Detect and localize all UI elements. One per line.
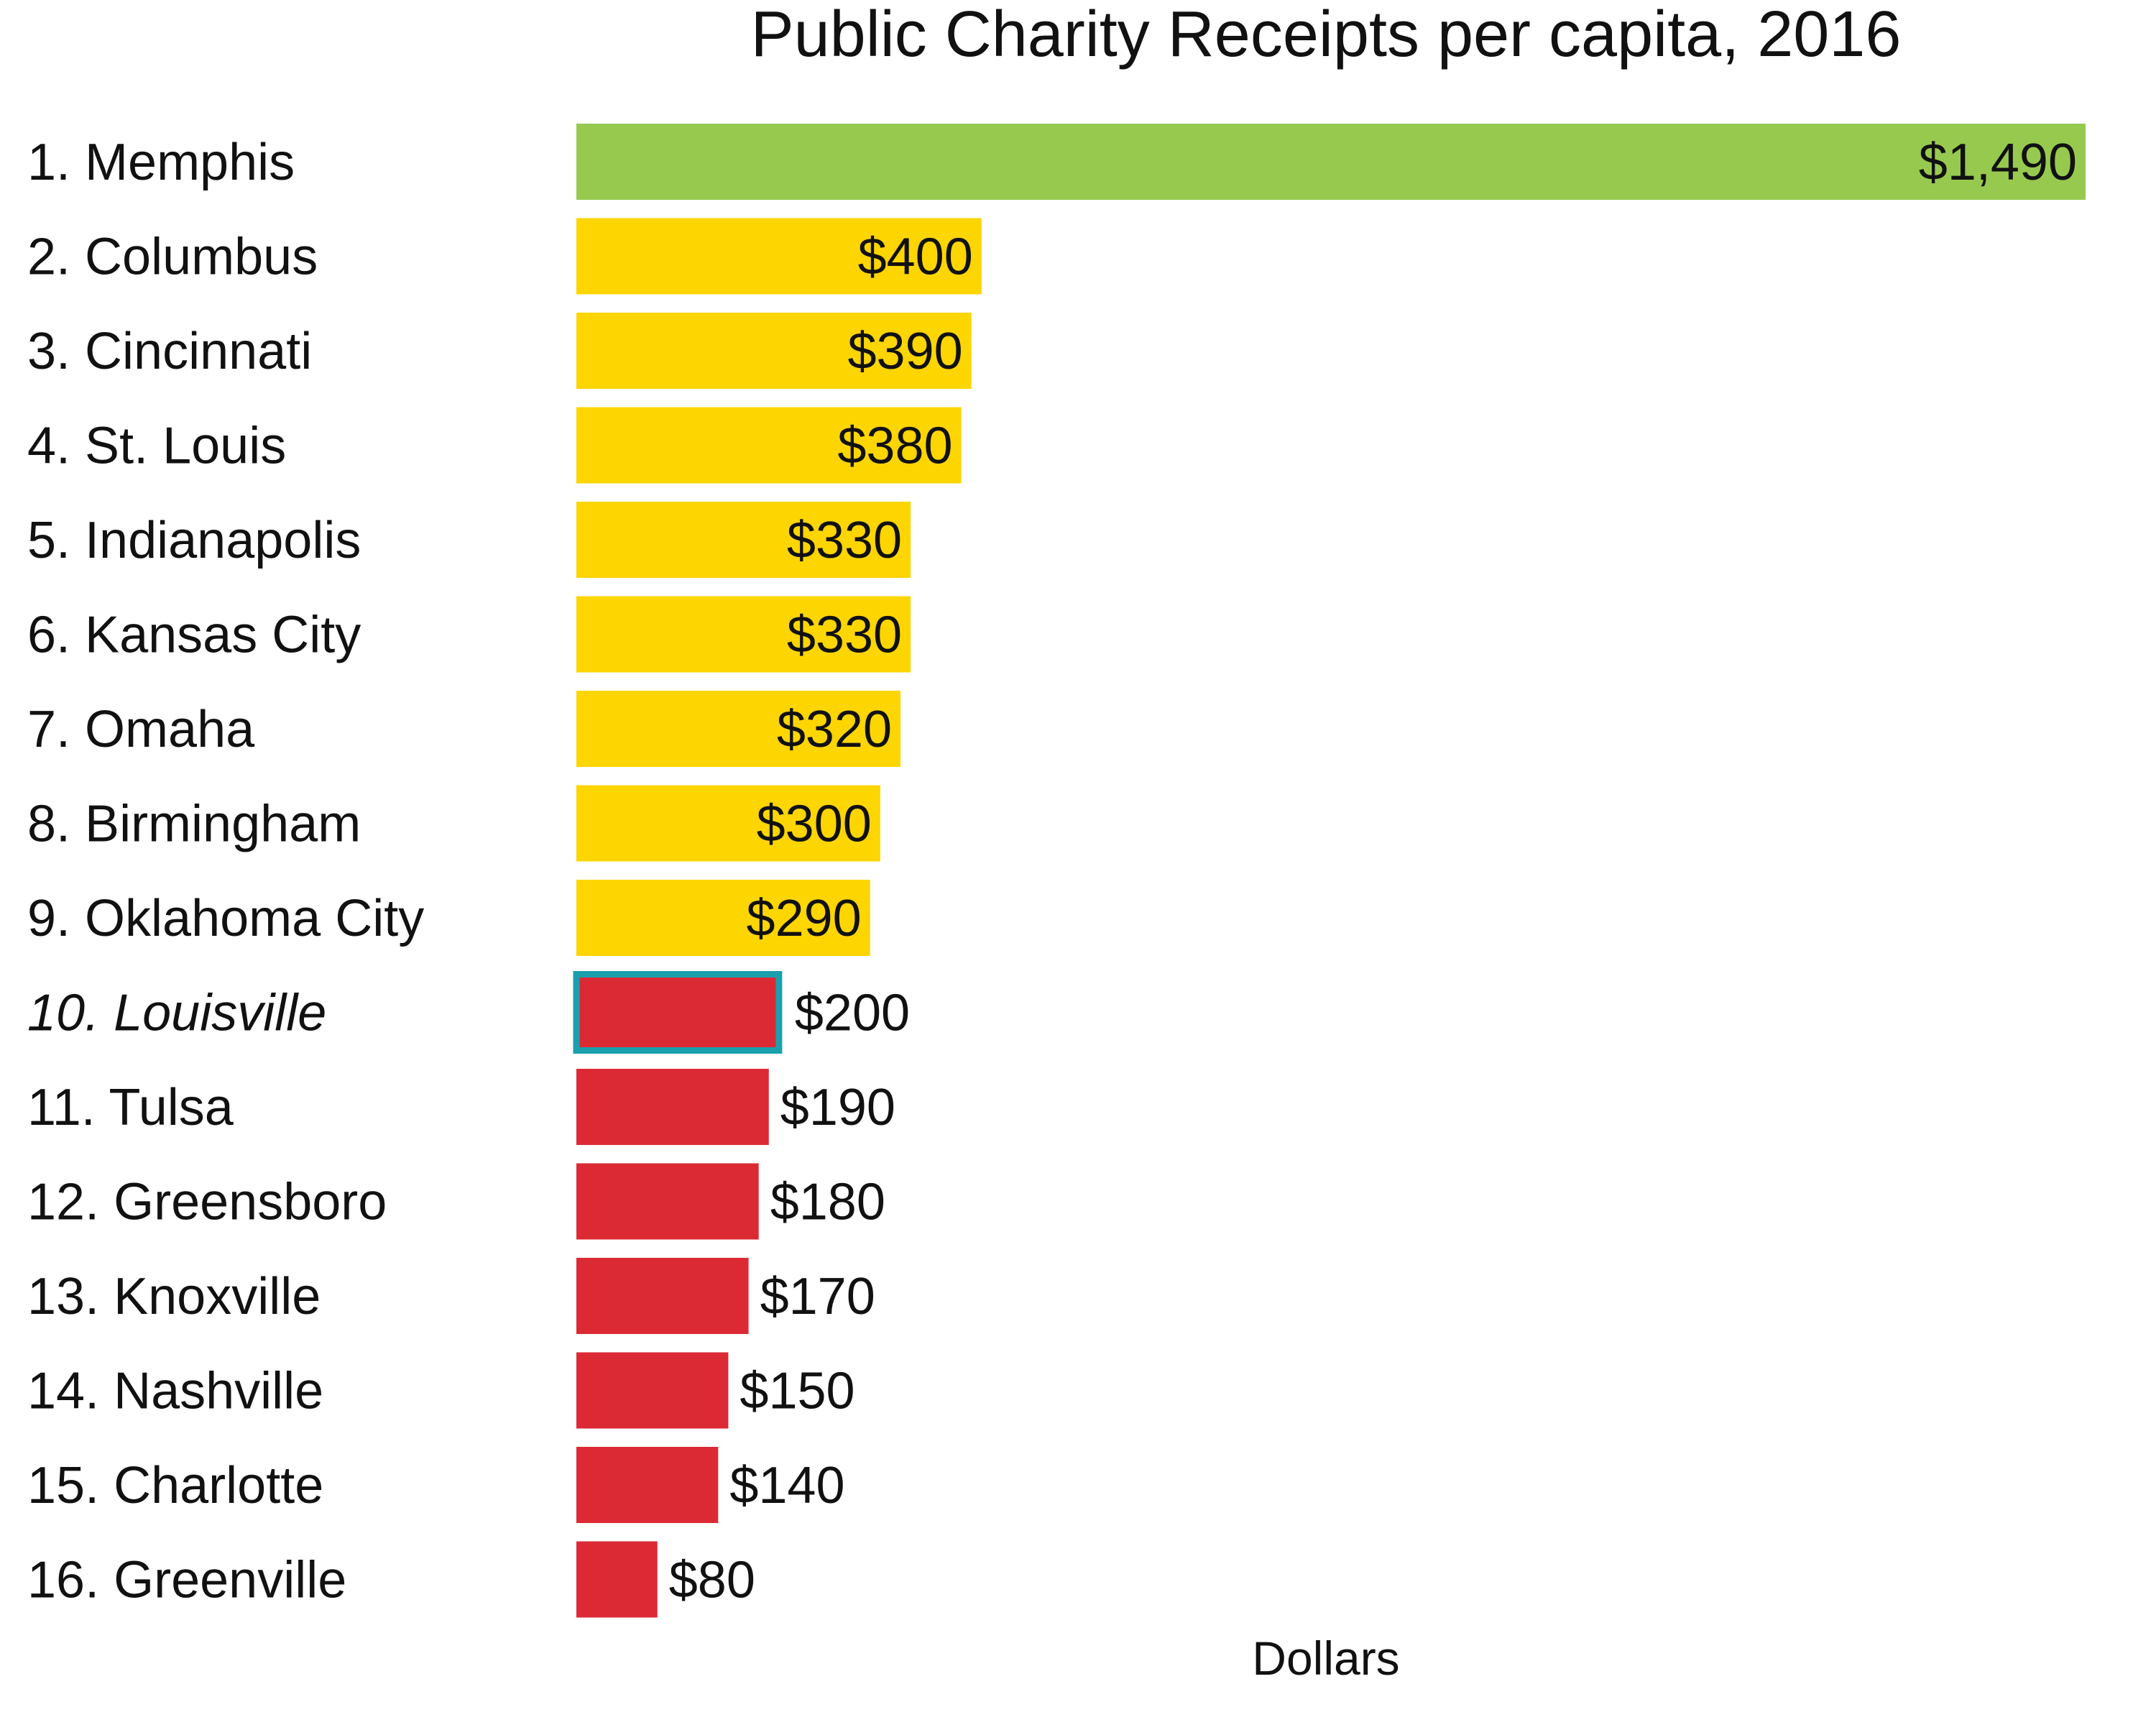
bar-cincinnati <box>576 313 972 389</box>
value-label-st-louis: $380 <box>837 418 952 475</box>
value-label-cincinnati: $390 <box>847 323 962 380</box>
value-label-greensboro: $180 <box>770 1174 885 1231</box>
category-label-greensboro: 12. Greensboro <box>27 1174 387 1231</box>
bar-greenville <box>576 1541 658 1618</box>
bar-omaha <box>576 691 901 767</box>
bar-nashville <box>576 1352 729 1429</box>
category-label-oklahoma-city: 9. Oklahoma City <box>27 890 424 947</box>
category-label-tulsa: 11. Tulsa <box>27 1079 234 1136</box>
bar-indianapolis <box>576 502 911 578</box>
bar-knoxville <box>576 1258 749 1334</box>
category-label-memphis: 1. Memphis <box>27 134 295 191</box>
category-label-columbus: 2. Columbus <box>27 229 318 286</box>
value-label-oklahoma-city: $290 <box>747 890 862 947</box>
value-label-knoxville: $170 <box>760 1268 875 1325</box>
value-label-omaha: $320 <box>777 701 892 758</box>
value-label-kansas-city: $330 <box>787 607 902 664</box>
bar-memphis <box>576 124 2086 200</box>
category-label-kansas-city: 6. Kansas City <box>27 607 361 664</box>
bar-birmingham <box>576 785 880 862</box>
bars-group <box>573 124 2086 1618</box>
x-axis-label: Dollars <box>1252 1632 1399 1685</box>
bar-columbus <box>576 218 982 295</box>
category-labels-group: 1. Memphis 2. Columbus 3. Cincinnati 4. St.… <box>27 134 424 1609</box>
bar-tulsa <box>576 1069 769 1145</box>
bar-st-louis <box>576 407 962 484</box>
category-label-greenville: 16. Greenville <box>27 1552 346 1609</box>
bar-charlotte <box>576 1447 719 1523</box>
value-labels-group: $1,490 $400 $390 $380 $330 $330 $320 $300 $290 $2… <box>669 134 2077 1609</box>
category-label-omaha: 7. Omaha <box>27 701 255 758</box>
value-label-memphis: $1,490 <box>1919 134 2077 191</box>
bar-oklahoma-city <box>576 880 870 956</box>
category-label-nashville: 14. Nashville <box>27 1363 323 1420</box>
value-label-columbus: $400 <box>858 229 973 286</box>
chart-title: Public Charity Receipts per capita, 2016 <box>751 0 1902 70</box>
category-label-indianapolis: 5. Indianapolis <box>27 512 361 569</box>
value-label-tulsa: $190 <box>780 1079 895 1136</box>
category-label-birmingham: 8. Birmingham <box>27 796 361 853</box>
bar-louisville <box>573 971 783 1054</box>
category-label-knoxville: 13. Knoxville <box>27 1268 321 1325</box>
value-label-nashville: $150 <box>740 1363 854 1420</box>
value-label-louisville: $200 <box>795 985 910 1042</box>
value-label-birmingham: $300 <box>757 796 872 853</box>
value-label-indianapolis: $330 <box>787 512 902 569</box>
bar-kansas-city <box>576 596 911 673</box>
category-label-louisville: 10. Louisville <box>27 985 326 1042</box>
category-label-st-louis: 4. St. Louis <box>27 418 286 475</box>
value-label-charlotte: $140 <box>729 1457 844 1514</box>
value-label-greenville: $80 <box>669 1552 755 1609</box>
category-label-cincinnati: 3. Cincinnati <box>27 323 312 380</box>
bar-greensboro <box>576 1163 759 1240</box>
category-label-charlotte: 15. Charlotte <box>27 1457 323 1514</box>
